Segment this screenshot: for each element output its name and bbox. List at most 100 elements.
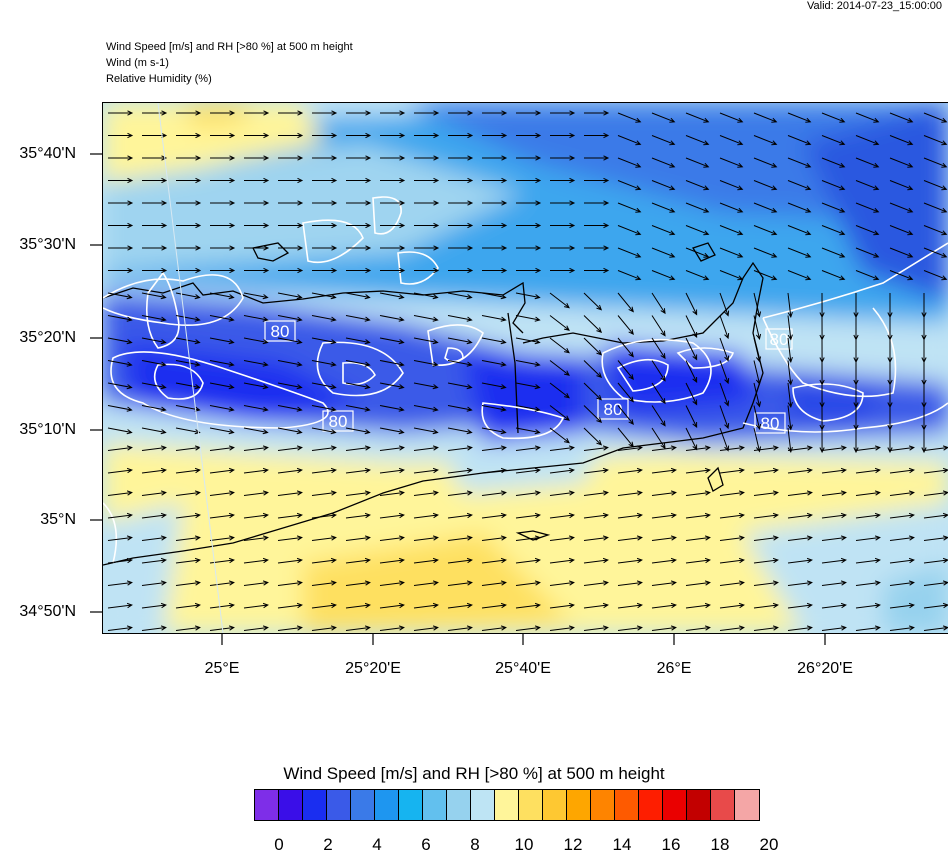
wind-arrow — [278, 177, 304, 184]
colorbar-title: Wind Speed [m/s] and RH [>80 %] at 500 m… — [283, 764, 665, 783]
wind-arrow — [380, 110, 406, 116]
wind-arrow — [617, 445, 643, 451]
wind-arrow — [210, 200, 236, 206]
colorbar-label: 2 — [323, 835, 333, 854]
wind-arrow — [651, 602, 677, 609]
wind-arrow — [617, 467, 643, 474]
wind-arrow — [141, 602, 167, 609]
wind-arrow — [923, 180, 948, 191]
wind-arrow — [787, 535, 813, 541]
wind-arrow — [209, 292, 235, 300]
colorbar-label: 8 — [470, 835, 480, 854]
wind-arrow — [821, 512, 847, 519]
wind-arrow — [142, 245, 168, 251]
wind-arrow — [447, 427, 473, 435]
wind-arrow — [719, 445, 745, 451]
wind-arrow — [584, 177, 610, 184]
wind-arrow — [277, 557, 303, 564]
wind-arrow — [651, 557, 677, 564]
wind-arrow — [617, 157, 642, 168]
wind-arrow — [550, 110, 576, 116]
wind-arrow — [651, 360, 666, 382]
wind-arrow — [380, 200, 406, 206]
wind-arrow — [278, 222, 304, 229]
wind-arrow — [617, 360, 634, 380]
wind-arrow — [821, 202, 846, 213]
wind-arrow — [753, 405, 762, 430]
wind-arrow — [923, 135, 948, 146]
wind-arrow — [244, 267, 270, 274]
wind-arrow — [583, 467, 609, 474]
wind-arrow — [345, 467, 371, 474]
wind-arrow — [141, 625, 167, 631]
wind-arrow — [414, 200, 440, 206]
lat-label: 35°20'N — [19, 329, 76, 346]
wind-arrow — [651, 225, 676, 236]
wind-arrow — [311, 427, 337, 435]
wind-arrow — [685, 292, 698, 316]
wind-arrow — [787, 602, 813, 609]
wind-arrow — [549, 315, 570, 331]
wind-arrow — [243, 382, 269, 390]
wind-arrow — [787, 315, 793, 341]
wind-arrow — [855, 490, 881, 496]
wind-arrow — [482, 222, 508, 229]
wind-arrow — [209, 445, 235, 451]
wind-arrow — [278, 132, 304, 139]
lat-label: 35°10'N — [19, 421, 76, 438]
wind-arrow — [311, 625, 337, 631]
lon-label: 26°E — [656, 660, 692, 677]
wind-arrow — [821, 445, 847, 451]
wind-arrow — [855, 225, 880, 236]
wind-arrow — [175, 360, 201, 367]
wind-arrow — [311, 360, 337, 367]
wind-arrow — [651, 315, 666, 337]
map-panel[interactable]: 80 80 80 80 80 — [102, 102, 948, 634]
lat-label: 35°N — [40, 511, 76, 528]
wind-arrow — [311, 557, 337, 564]
wind-arrow — [141, 512, 167, 519]
wind-arrow — [413, 467, 439, 474]
wind-arrow — [719, 157, 744, 168]
wind-arrow — [855, 135, 880, 146]
colorbar-label: 10 — [514, 835, 534, 854]
wind-arrow — [719, 112, 744, 123]
wind-arrow — [277, 580, 303, 586]
wind-arrow — [311, 602, 337, 609]
wind-arrow — [685, 490, 711, 496]
wind-arrow — [719, 292, 730, 317]
wind-arrow — [175, 512, 201, 519]
wind-arrow — [651, 467, 677, 474]
wind-arrow — [311, 580, 337, 586]
wind-arrow — [753, 382, 762, 408]
wind-arrow — [787, 202, 812, 213]
colorbar-label: 0 — [274, 835, 284, 854]
lon-label: 26°20'E — [797, 660, 853, 677]
wind-arrow — [889, 602, 915, 609]
colorbar-swatch — [615, 790, 639, 820]
wind-arrow — [176, 177, 202, 184]
wind-arrow — [516, 267, 542, 274]
wind-arrow — [141, 382, 167, 390]
wind-arrow — [651, 535, 677, 541]
wind-arrow — [481, 580, 507, 586]
wind-arrow — [685, 580, 711, 586]
wind-arrow — [345, 490, 371, 496]
wind-arrow — [787, 270, 812, 281]
wind-arrow — [345, 382, 371, 390]
wind-arrow — [617, 247, 642, 258]
contour-label: 80 — [770, 330, 789, 349]
wind-arrow — [753, 225, 778, 236]
wind-arrow — [685, 202, 710, 213]
wind-arrow — [787, 445, 813, 451]
wind-arrow — [787, 292, 793, 318]
coastline — [103, 242, 764, 566]
wind-arrow — [821, 490, 847, 496]
wind-arrow — [855, 270, 880, 281]
contour-label-box: 80 — [754, 412, 786, 434]
wind-arrow — [209, 360, 235, 367]
wind-arrow — [515, 405, 541, 412]
wind-arrow — [719, 360, 730, 385]
wind-arrow — [481, 512, 507, 519]
wind-arrow — [448, 245, 474, 251]
